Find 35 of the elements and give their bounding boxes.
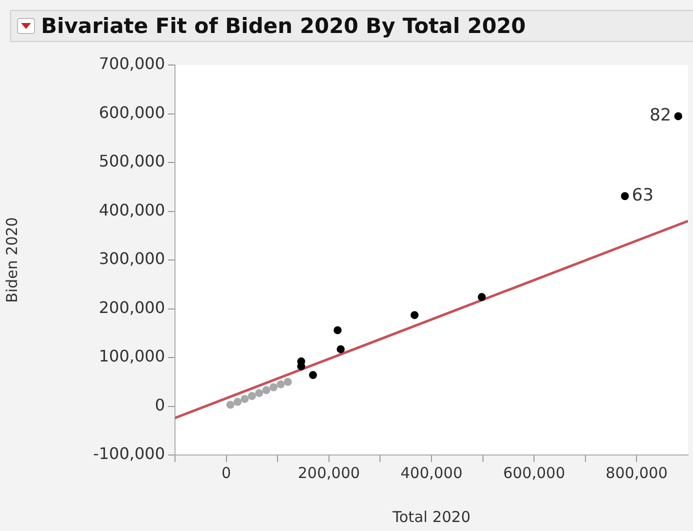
- y-tick-label: 500,000: [98, 152, 165, 171]
- y-tick-label: 600,000: [98, 102, 165, 122]
- point: [248, 392, 256, 400]
- point: [255, 389, 264, 398]
- x-tick-label: 200,000: [298, 464, 360, 482]
- point: [269, 383, 278, 392]
- point: [336, 345, 345, 354]
- x-axis-title: Total 2020: [392, 508, 470, 526]
- y-tick-label: 700,000: [98, 54, 165, 74]
- x-tick-label: 400,000: [400, 464, 463, 482]
- point: [410, 311, 419, 320]
- point: [262, 386, 270, 394]
- point: [308, 371, 317, 380]
- point: [226, 400, 234, 409]
- x-tick-label: 800,000: [606, 464, 668, 482]
- x-tick-label: 600,000: [503, 464, 566, 482]
- y-tick-label: 400,000: [98, 200, 165, 220]
- y-tick-label: 200,000: [98, 298, 165, 317]
- point: [478, 293, 486, 302]
- point: [276, 380, 285, 388]
- point: [234, 398, 242, 406]
- y-tick-label: 100,000: [98, 346, 165, 366]
- point: [284, 378, 292, 386]
- point: [620, 192, 629, 200]
- annotation: 82: [650, 106, 672, 126]
- chart-title: Bivariate Fit of Biden 2020 By Total 2020: [41, 14, 526, 38]
- y-tick-label: -100,000: [93, 444, 165, 464]
- y-axis-title: Biden 2020: [2, 217, 21, 303]
- x-tick-label: 0: [222, 464, 232, 482]
- annotation: 63: [632, 186, 654, 206]
- y-tick-label: 300,000: [98, 249, 165, 268]
- point: [334, 326, 342, 334]
- point: [674, 112, 682, 120]
- point: [240, 394, 249, 403]
- y-tick-label: 0: [154, 395, 165, 414]
